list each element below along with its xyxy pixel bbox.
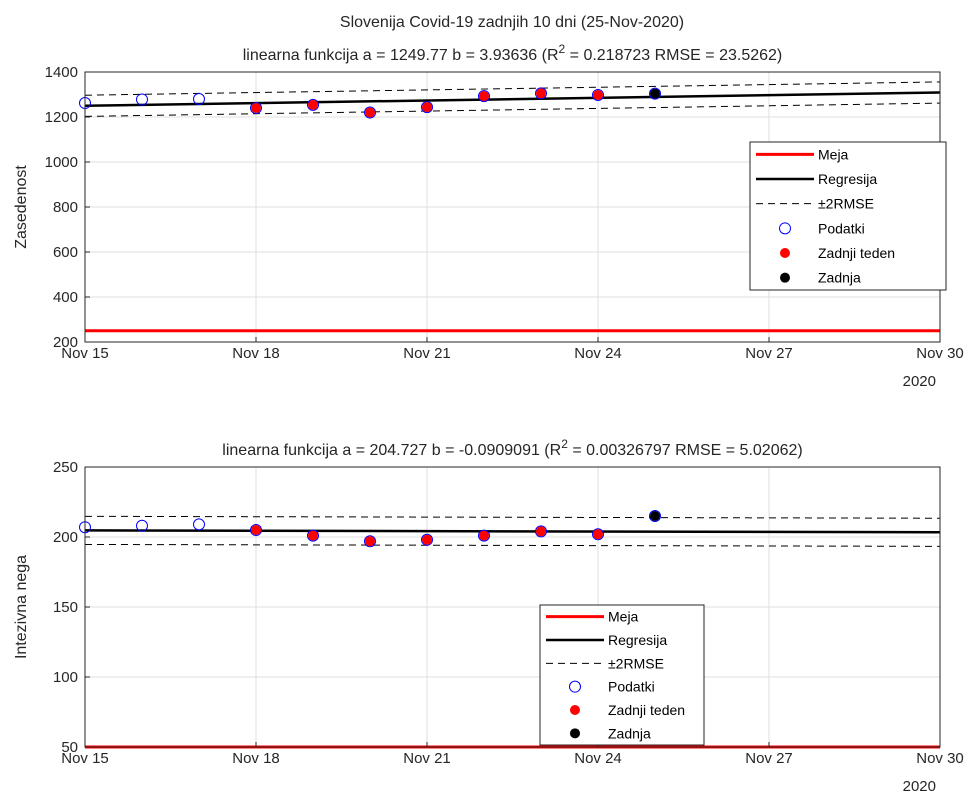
point-podatki xyxy=(364,106,376,119)
x-tick-label: Nov 27 xyxy=(745,345,793,362)
point-zadnji-teden xyxy=(422,102,432,113)
point-zadnja xyxy=(650,511,660,521)
legend-label: Meja xyxy=(608,609,639,625)
chart-title: linearna funkcija a = 204.727 b = -0.090… xyxy=(222,437,802,459)
y-tick-label: 250 xyxy=(53,459,78,476)
legend-label: Podatki xyxy=(608,679,655,695)
y-tick-label: 600 xyxy=(53,244,78,261)
point-zadnji-teden xyxy=(479,530,489,541)
point-podatki xyxy=(478,529,490,542)
point-podatki xyxy=(421,533,433,546)
legend-label: ±2RMSE xyxy=(818,196,874,212)
legend-box xyxy=(539,604,705,746)
point-podatki xyxy=(592,88,604,101)
x-tick-label: Nov 27 xyxy=(745,750,793,767)
x-tick-label: Nov 30 xyxy=(916,345,964,362)
x-tick-label: Nov 24 xyxy=(574,345,622,362)
figure-title: Slovenija Covid-19 zadnjih 10 dni (25-No… xyxy=(340,14,684,31)
point-podatki xyxy=(592,528,604,541)
point-zadnji-teden xyxy=(422,534,432,545)
x-tick-label: Nov 21 xyxy=(403,750,451,767)
point-zadnji-teden xyxy=(536,88,546,99)
y-axis-label: Intezivna nega xyxy=(13,555,30,659)
legend-label: Regresija xyxy=(608,632,667,648)
y-tick-label: 1200 xyxy=(45,109,78,126)
point-zadnji-teden xyxy=(593,529,603,540)
point-podatki xyxy=(421,101,433,114)
x-tick-label: Nov 18 xyxy=(232,345,280,362)
point-podatki xyxy=(193,518,205,531)
legend-label: Zadnja xyxy=(818,270,861,286)
legend: Meja Regresija ±2RMSE Podatki Zadnji teden Za… xyxy=(539,604,705,746)
point-zadnji-teden xyxy=(479,91,489,102)
point-zadnji-teden xyxy=(308,530,318,541)
y-tick-label: 100 xyxy=(53,669,78,686)
y-tick-label: 200 xyxy=(53,334,78,351)
y-tick-label: 50 xyxy=(61,739,78,756)
chart-zasedenost: Nov 15 Nov 18 Nov 21 Nov 24 Nov 27 Nov 30 200 4… xyxy=(13,42,964,390)
y-tick-label: 1400 xyxy=(45,64,78,81)
legend-swatch-zadnja xyxy=(780,272,790,283)
point-zadnji-teden xyxy=(308,99,318,110)
point-podatki xyxy=(364,535,376,548)
point-podatki xyxy=(136,519,148,532)
legend-label: ±2RMSE xyxy=(608,655,664,671)
point-zadnji-teden xyxy=(251,103,261,113)
x-tick-label: Nov 24 xyxy=(574,750,622,767)
point-zadnji-teden xyxy=(536,526,546,537)
y-axis-label: Zasedenost xyxy=(13,165,30,249)
lower-2rmse-line xyxy=(84,102,941,117)
legend-swatch-zadnji-teden xyxy=(570,705,580,715)
y-tick-label: 1000 xyxy=(45,154,78,171)
x-tick-label: Nov 21 xyxy=(403,345,451,362)
point-podatki xyxy=(535,525,547,538)
point-podatki xyxy=(649,87,661,100)
x-tick-label: Nov 18 xyxy=(232,750,280,767)
legend-label: Zadnja xyxy=(608,725,651,741)
legend-box xyxy=(749,141,947,291)
point-zadnji-teden xyxy=(365,107,375,118)
upper-2rmse-line xyxy=(84,515,941,519)
x-tick-label: Nov 15 xyxy=(61,750,109,767)
y-tick-label: 400 xyxy=(53,289,78,306)
legend-label: Zadnji teden xyxy=(608,702,685,718)
legend-swatch-podatki xyxy=(569,680,581,693)
lower-2rmse-line xyxy=(84,543,941,547)
y-tick-label: 150 xyxy=(53,599,78,616)
point-podatki xyxy=(535,87,547,100)
point-zadnja xyxy=(650,88,660,99)
year-label: 2020 xyxy=(903,373,936,390)
legend-swatch-zadnja xyxy=(570,728,580,739)
point-podatki xyxy=(649,510,661,522)
point-podatki xyxy=(307,529,319,542)
legend-swatch-podatki xyxy=(779,222,791,235)
y-tick-label: 200 xyxy=(53,529,78,546)
point-podatki xyxy=(250,524,262,536)
legend: Meja Regresija ±2RMSE Podatki Zadnji teden Za… xyxy=(749,141,947,291)
point-zadnji-teden xyxy=(593,89,603,100)
point-zadnji-teden xyxy=(251,525,261,535)
point-podatki xyxy=(193,93,205,105)
regression-line xyxy=(84,91,941,108)
point-podatki xyxy=(478,90,490,103)
legend-label: Podatki xyxy=(818,220,865,236)
point-podatki xyxy=(250,102,262,114)
year-label: 2020 xyxy=(903,778,936,795)
upper-2rmse-line xyxy=(84,81,941,96)
point-podatki xyxy=(136,93,148,106)
legend-swatch-zadnji-teden xyxy=(780,248,790,258)
x-tick-label: Nov 30 xyxy=(916,750,964,767)
point-podatki xyxy=(307,98,319,111)
y-tick-label: 800 xyxy=(53,199,78,216)
regression-line xyxy=(84,529,941,534)
chart-intezivna-nega: Nov 15 Nov 18 Nov 21 Nov 24 Nov 27 Nov 30 50 10… xyxy=(13,437,964,795)
legend-label: Zadnji teden xyxy=(818,245,895,261)
point-zadnji-teden xyxy=(365,536,375,547)
legend-label: Meja xyxy=(818,146,849,162)
legend-label: Regresija xyxy=(818,171,877,187)
chart-title: linearna funkcija a = 1249.77 b = 3.9363… xyxy=(243,42,783,64)
x-tick-label: Nov 15 xyxy=(61,345,109,362)
